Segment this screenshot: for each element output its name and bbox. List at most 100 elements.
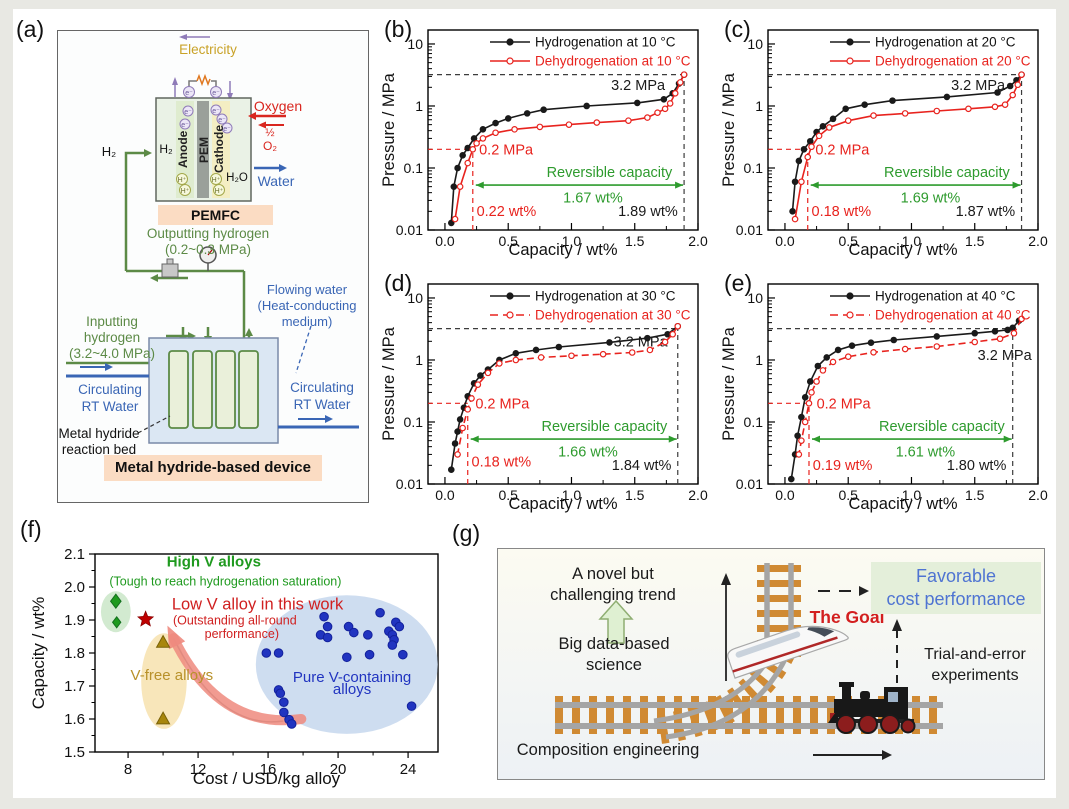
flowing-line1: Flowing water [266, 282, 348, 297]
svg-text:Dehydrogenation at 10 °C: Dehydrogenation at 10 °C [535, 54, 691, 69]
svg-text:1.84 wt%: 1.84 wt% [612, 458, 672, 474]
svg-text:0.01: 0.01 [396, 222, 423, 238]
svg-text:(Tough to reach hydrogenation: (Tough to reach hydrogenation saturation… [109, 575, 341, 589]
favorable-line2: cost performance [886, 589, 1026, 609]
svg-text:1.87 wt%: 1.87 wt% [956, 204, 1016, 220]
svg-text:Low V alloy in this work: Low V alloy in this work [172, 595, 344, 613]
svg-text:performance): performance) [205, 627, 279, 641]
svg-text:1: 1 [755, 352, 763, 368]
flowing-line2: (Heat-conducting [257, 298, 357, 313]
svg-text:V-free alloys: V-free alloys [131, 667, 214, 684]
bullet-train-icon [727, 625, 849, 679]
svg-text:0.01: 0.01 [396, 476, 423, 492]
svg-text:8: 8 [124, 761, 132, 778]
svg-text:0.01: 0.01 [736, 476, 763, 492]
svg-text:Reversible capacity: Reversible capacity [547, 165, 673, 181]
isotherm-svg-e: 0.0 0.5 1.0 1.5 2.0 0.01 0.1 1 10 Reversible capa… [720, 283, 1048, 513]
isotherm-svg-b: 0.0 0.5 1.0 1.5 2.0 0.01 0.1 1 10 Reversible capa… [380, 29, 708, 259]
svg-text:1.0: 1.0 [902, 233, 922, 249]
novel-trend-line2: challenging trend [550, 586, 676, 604]
cost-capacity-scatter-chart: 8 12 16 20 24 1.5 1.6 1.7 1.8 1.9 2.0 2.1 High V all… [28, 538, 468, 796]
panel-letter-g: (g) [452, 520, 481, 546]
goal-label: The Goal [809, 607, 885, 627]
svg-text:1.0: 1.0 [562, 487, 582, 503]
panel-letter-a: (a) [16, 16, 45, 42]
svg-text:0.2 MPa: 0.2 MPa [815, 143, 870, 159]
svg-text:1.0: 1.0 [902, 487, 922, 503]
svg-text:3.2 MPa: 3.2 MPa [614, 334, 669, 350]
svg-text:Hydrogenation at 10 °C: Hydrogenation at 10 °C [535, 35, 676, 50]
favorable-box: Favorable cost performance [871, 562, 1041, 614]
svg-text:3.2 MPa: 3.2 MPa [611, 78, 666, 94]
concept-diagram-panel: A novel but challenging trend Big data-b… [497, 548, 1045, 780]
svg-text:Reversible capacity: Reversible capacity [542, 419, 668, 435]
circulating-left-line2: RT Water [81, 399, 139, 414]
h2-cell-label: H₂ [159, 142, 173, 156]
svg-text:Reversible capacity: Reversible capacity [879, 419, 1005, 435]
svg-text:24: 24 [400, 761, 417, 778]
h2-input-label: H₂ [101, 144, 117, 159]
svg-text:10: 10 [407, 290, 423, 306]
svg-text:2.0: 2.0 [688, 487, 708, 503]
oxygen-label: Oxygen [253, 98, 303, 114]
svg-text:H⁺: H⁺ [181, 188, 190, 195]
isotherm-svg-d: 0.0 0.5 1.0 1.5 2.0 0.01 0.1 1 10 Reversible capa… [380, 283, 708, 513]
svg-text:Pressure / MPa: Pressure / MPa [720, 72, 738, 187]
svg-text:2.0: 2.0 [64, 579, 85, 596]
svg-text:e⁻: e⁻ [223, 126, 231, 133]
bed-label-line2: reaction bed [61, 442, 137, 457]
svg-text:1.89 wt%: 1.89 wt% [618, 204, 678, 220]
svg-text:Pressure / MPa: Pressure / MPa [380, 326, 398, 441]
inputting-line3: (3.2~4.0 MPa) [69, 346, 155, 361]
circulating-right-line2: RT Water [293, 397, 351, 412]
svg-text:10: 10 [407, 36, 423, 52]
svg-text:1.61 wt%: 1.61 wt% [896, 444, 956, 460]
svg-text:1.5: 1.5 [625, 233, 645, 249]
svg-text:e⁻: e⁻ [218, 117, 226, 124]
svg-text:0.5: 0.5 [498, 233, 518, 249]
hydride-cylinders [168, 350, 259, 429]
big-data-line1: Big data-based [558, 635, 670, 653]
svg-text:2.0: 2.0 [1028, 233, 1048, 249]
svg-text:1.5: 1.5 [625, 487, 645, 503]
panel-letter-c: (c) [724, 16, 751, 42]
novel-trend-line1: A novel but [572, 565, 654, 583]
svg-text:H⁺: H⁺ [212, 177, 221, 184]
inputting-line2: hydrogen [83, 330, 141, 345]
svg-text:Pure V-containing: Pure V-containing [293, 669, 411, 686]
svg-text:0.18 wt%: 0.18 wt% [472, 455, 532, 471]
railway-drawing [555, 563, 943, 760]
svg-text:1.5: 1.5 [64, 744, 85, 761]
svg-text:1: 1 [755, 98, 763, 114]
svg-text:1.67 wt%: 1.67 wt% [563, 190, 623, 206]
svg-text:Cost / USD/kg alloy: Cost / USD/kg alloy [193, 769, 341, 788]
anode-label: Anode [176, 130, 190, 169]
o2-label: O₂ [263, 139, 277, 153]
svg-text:Capacity / wt%: Capacity / wt% [848, 241, 957, 259]
panel-letter-f: (f) [20, 516, 42, 542]
electricity-label: Electricity [179, 42, 237, 57]
svg-text:0.0: 0.0 [435, 487, 455, 503]
svg-text:Capacity / wt%: Capacity / wt% [29, 597, 48, 709]
svg-text:0.0: 0.0 [775, 487, 795, 503]
trial-error-line2: experiments [931, 667, 1019, 684]
svg-text:Hydrogenation at 40 °C: Hydrogenation at 40 °C [875, 289, 1016, 304]
h2o-label: H₂O [226, 172, 248, 184]
water-label: Water [257, 173, 295, 189]
svg-text:1.9: 1.9 [64, 612, 85, 629]
flowing-line3: medium) [281, 314, 333, 329]
svg-text:Pressure / MPa: Pressure / MPa [720, 326, 738, 441]
panel-letter-e: (e) [724, 270, 753, 296]
trial-error-line1: Trial-and-error [924, 646, 1026, 663]
isotherm-chart-30C: 0.0 0.5 1.0 1.5 2.0 0.01 0.1 1 10 Reversible capa… [378, 266, 726, 516]
svg-text:Capacity / wt%: Capacity / wt% [508, 241, 617, 259]
hollow-up-arrow-icon [598, 599, 634, 644]
svg-text:1.7: 1.7 [64, 678, 85, 695]
svg-text:0.22 wt%: 0.22 wt% [477, 204, 537, 220]
device-title: Metal hydride-based device [104, 455, 322, 481]
svg-text:e⁻: e⁻ [212, 90, 220, 97]
svg-text:0.1: 0.1 [744, 414, 764, 430]
svg-text:Dehydrogenation at 40 °C: Dehydrogenation at 40 °C [875, 308, 1031, 323]
svg-text:0.0: 0.0 [775, 233, 795, 249]
steam-locomotive-icon [828, 682, 916, 734]
